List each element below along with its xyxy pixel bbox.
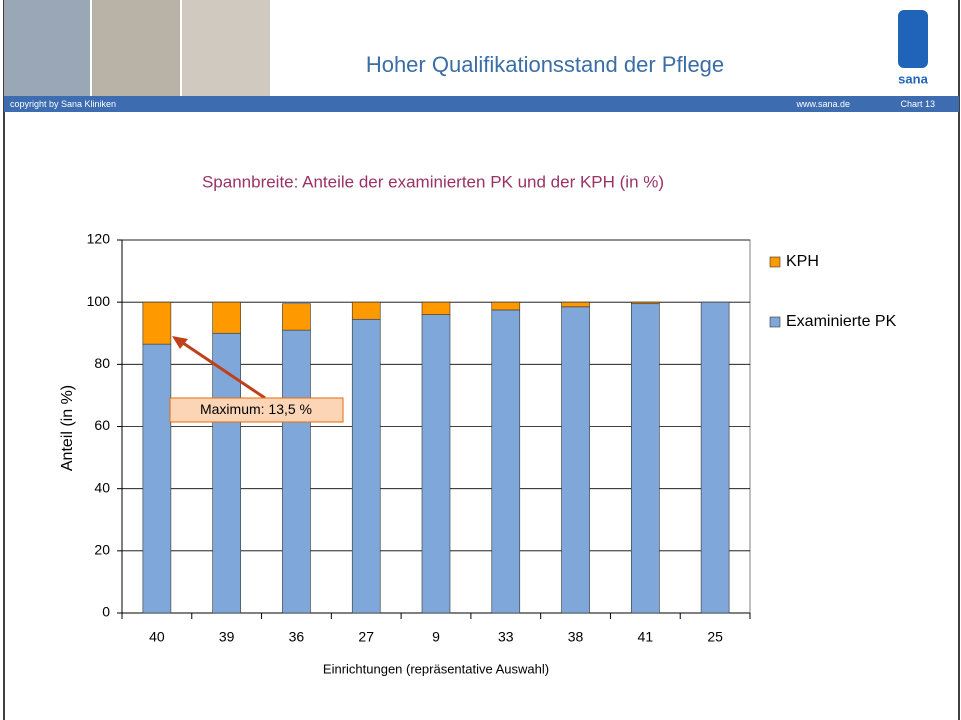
- bar-segment: [631, 304, 659, 613]
- x-tick-label: 25: [707, 629, 723, 645]
- annotation-text: Maximum: 13,5 %: [200, 401, 312, 417]
- legend-swatch: [770, 317, 780, 327]
- bar-segment: [143, 344, 171, 613]
- x-tick-label: 33: [498, 629, 514, 645]
- x-tick-label: 36: [289, 629, 305, 645]
- header-title: Hoher Qualifikationsstand der Pflege: [366, 52, 724, 77]
- bar-segment: [352, 319, 380, 613]
- bar-segment: [562, 307, 590, 613]
- y-tick-label: 0: [102, 604, 110, 620]
- y-tick-label: 20: [94, 542, 110, 558]
- header-photo: [92, 0, 180, 96]
- y-axis-label: Anteil (in %): [59, 385, 76, 471]
- slide: Hoher Qualifikationsstand der Pflege san…: [0, 0, 961, 720]
- x-tick-label: 40: [149, 629, 165, 645]
- y-tick-label: 80: [94, 355, 110, 371]
- bar-segment: [492, 310, 520, 613]
- y-tick-label: 120: [87, 231, 111, 247]
- url: www.sana.de: [795, 99, 850, 109]
- bar-segment: [701, 302, 729, 613]
- bar-segment: [422, 315, 450, 613]
- x-axis-label: Einrichtungen (repräsentative Auswahl): [323, 661, 549, 676]
- bar-segment: [143, 302, 171, 344]
- x-tick-label: 27: [358, 629, 374, 645]
- y-tick-label: 40: [94, 479, 110, 495]
- header-photo: [4, 0, 90, 96]
- header-photo: [182, 0, 270, 96]
- x-tick-label: 38: [568, 629, 584, 645]
- bar-segment: [213, 333, 241, 613]
- legend-swatch: [770, 257, 780, 267]
- legend-label: KPH: [786, 253, 819, 270]
- bar-segment: [492, 302, 520, 310]
- bar-segment: [213, 302, 241, 333]
- x-tick-label: 39: [219, 629, 235, 645]
- logo: [898, 10, 928, 68]
- bar-segment: [422, 302, 450, 314]
- chart-number: Chart 13: [900, 99, 935, 109]
- x-tick-label: 41: [638, 629, 654, 645]
- copyright: copyright by Sana Kliniken: [10, 99, 116, 109]
- bar-segment: [282, 304, 310, 330]
- y-tick-label: 60: [94, 417, 110, 433]
- bar-segment: [631, 302, 659, 304]
- logo-text: sana: [898, 71, 928, 86]
- legend-label: Examinierte PK: [786, 313, 897, 330]
- chart-title: Spannbreite: Anteile der examinierten PK…: [202, 172, 664, 191]
- y-tick-label: 100: [87, 293, 111, 309]
- bar-segment: [282, 330, 310, 613]
- bar-segment: [562, 302, 590, 307]
- x-tick-label: 9: [432, 629, 440, 645]
- bar-segment: [352, 302, 380, 319]
